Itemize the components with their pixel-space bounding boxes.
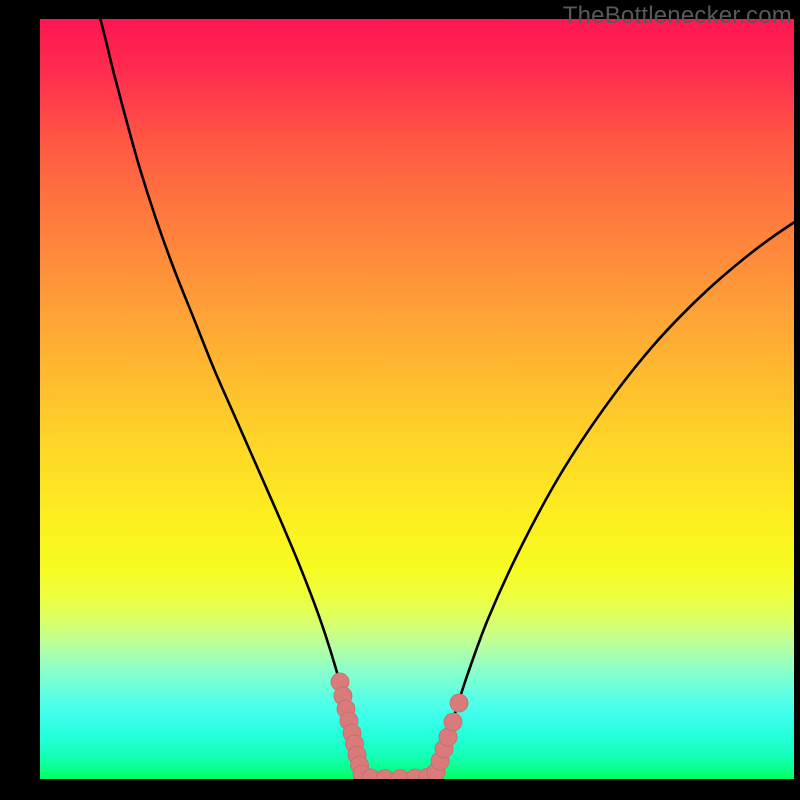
marker-dot [444, 713, 462, 731]
bottleneck-curve [99, 19, 794, 779]
plot-area [40, 19, 794, 779]
marker-group [331, 673, 468, 779]
marker-dot [450, 694, 468, 712]
watermark-text: TheBottlenecker.com [563, 2, 792, 30]
curve-overlay [40, 19, 794, 779]
